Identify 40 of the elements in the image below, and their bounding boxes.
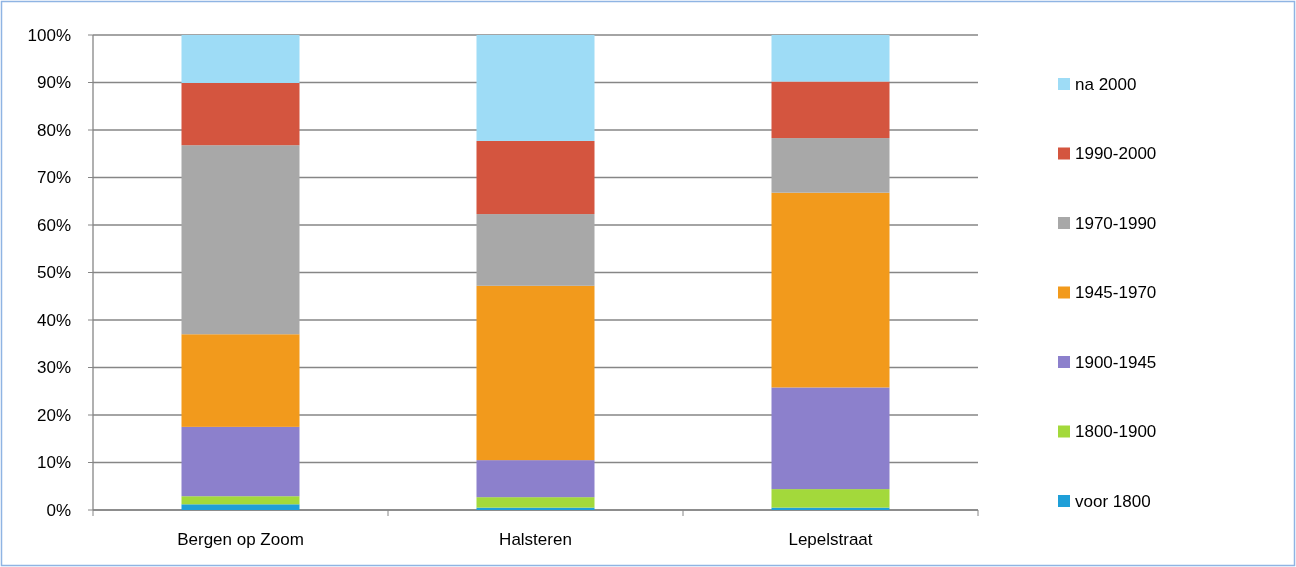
y-tick-label: 80% [36, 120, 71, 140]
bar [181, 496, 300, 505]
y-tick-label: 70% [36, 168, 71, 188]
y-tick-label: 50% [36, 263, 71, 283]
y-tick-label: 30% [36, 358, 71, 378]
bar [771, 138, 890, 193]
y-tick-label: 60% [36, 215, 71, 235]
y-tick-label: 20% [36, 405, 71, 425]
bar [771, 35, 890, 82]
bar [476, 140, 595, 215]
bar [181, 426, 300, 497]
bar [771, 489, 890, 508]
bar [181, 334, 300, 427]
y-tick-label: 100% [27, 25, 71, 45]
legend-label: na 2000 [1075, 74, 1137, 94]
x-tick-label: Bergen op Zoom [177, 530, 304, 549]
y-tick-label: 90% [36, 73, 71, 93]
legend-label: 1970-1990 [1075, 213, 1157, 233]
bar [181, 145, 300, 335]
legend-label: voor 1800 [1075, 491, 1151, 511]
bar [476, 214, 595, 286]
y-tick-label: 10% [36, 453, 71, 473]
legend-label: 1945-1970 [1075, 283, 1157, 303]
bar [476, 497, 595, 508]
x-tick-label: Halsteren [499, 530, 572, 549]
bar [476, 35, 595, 141]
legend-label: 1990-2000 [1075, 144, 1157, 164]
bar [181, 35, 300, 83]
bar [181, 82, 300, 146]
bar [476, 285, 595, 461]
legend-label: 1800-1900 [1075, 422, 1157, 442]
bar [476, 460, 595, 498]
bar [181, 504, 300, 510]
x-tick-label: Lepelstraat [788, 530, 873, 549]
legend-label: 1900-1945 [1075, 352, 1157, 372]
bar [771, 387, 890, 490]
y-tick-label: 40% [36, 310, 71, 330]
bar [771, 192, 890, 388]
bar [771, 81, 890, 139]
y-tick-label: 0% [46, 500, 71, 520]
